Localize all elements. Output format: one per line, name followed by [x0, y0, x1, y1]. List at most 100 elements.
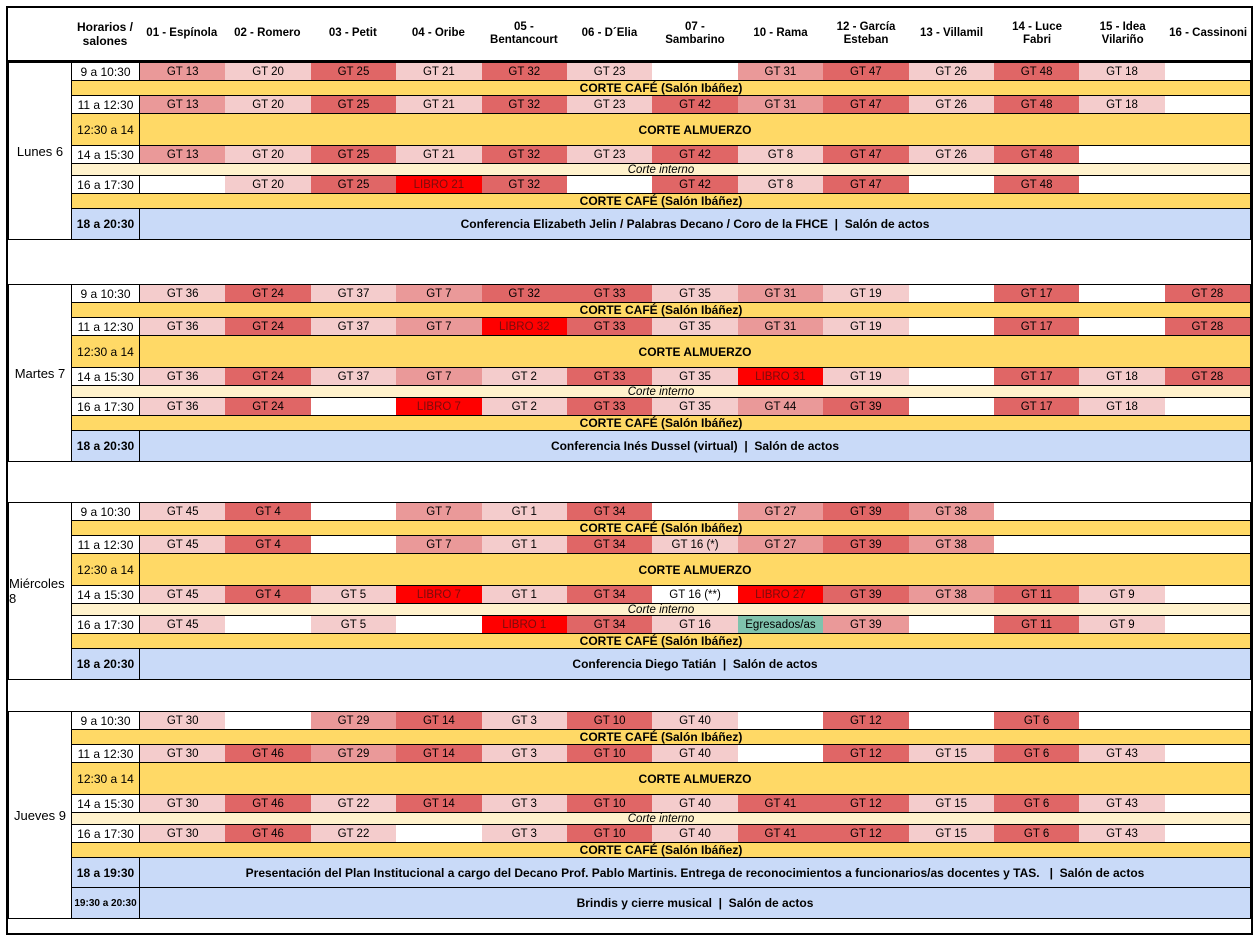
session-cell: GT 12: [823, 825, 909, 842]
session-cell: GT 14: [396, 795, 482, 812]
session-cell: GT 23: [566, 146, 653, 163]
session-cell: GT 37: [310, 285, 397, 302]
session-cell: GT 10: [566, 825, 653, 842]
slot-cells: GT 30 GT 29 GT 14 GT 3 GT 10 GT 40 GT 12 GT 6: [140, 712, 1251, 729]
session-cell: GT 3: [481, 712, 567, 729]
session-cell: GT 21: [396, 63, 482, 80]
session-cell: GT 47: [823, 96, 909, 113]
row-interno: Corte interno: [72, 164, 1250, 176]
slot-cells: GT 20 GT 25 LIBRO 21 GT 32 GT 42 GT 8 GT 47 GT …: [140, 176, 1251, 193]
time-slot-label: 16 a 17:30: [72, 398, 140, 415]
session-cell: GT 8: [737, 146, 824, 163]
time-slot-label: 18 a 20:30: [72, 431, 140, 461]
empty-slot-cell: [1079, 176, 1165, 193]
slot-cells: GT 36 GT 24 GT 37 GT 7 GT 32 GT 33 GT 35 GT 31 G…: [140, 285, 1251, 302]
time-slot-label: 12:30 a 14: [72, 114, 140, 145]
session-cell: GT 5: [310, 586, 397, 603]
session-cell: GT 16 (**): [652, 586, 738, 603]
session-cell: GT 44: [737, 398, 824, 415]
row-slots: 9 a 10:30 GT 13 GT 20 GT 25 GT 21 GT 32 GT 23 G…: [72, 63, 1251, 81]
session-cell: GT 15: [908, 825, 994, 842]
empty-slot-cell: [225, 712, 311, 729]
session-cell: GT 40: [652, 825, 738, 842]
session-cell: GT 29: [310, 712, 397, 729]
session-cell: GT 5: [310, 616, 397, 633]
session-cell: GT 27: [737, 536, 824, 553]
row-almuerzo: 12:30 a 14 CORTE ALMUERZO: [72, 554, 1250, 586]
cafe-break-label: CORTE CAFÉ (Salón Ibáñez): [579, 521, 743, 535]
empty-slot-cell: [310, 503, 397, 520]
session-cell: GT 14: [396, 712, 482, 729]
row-interno: Corte interno: [72, 386, 1250, 398]
empty-slot-cell: [737, 745, 824, 762]
time-slot-label: 9 a 10:30: [72, 285, 140, 302]
session-cell: GT 22: [310, 825, 397, 842]
session-cell: GT 15: [908, 745, 994, 762]
day-rows: 9 a 10:30 GT 30 GT 29 GT 14 GT 3 GT 10 GT 40 GT…: [72, 712, 1251, 918]
session-cell: GT 18: [1079, 368, 1165, 385]
session-cell: GT 31: [737, 285, 824, 302]
session-cell: GT 9: [1079, 616, 1165, 633]
session-cell: GT 28: [1164, 318, 1251, 335]
session-cell: GT 25: [310, 146, 397, 163]
empty-slot-cell: [1079, 285, 1165, 302]
day-rows: 9 a 10:30 GT 36 GT 24 GT 37 GT 7 GT 32 GT 33 GT…: [72, 285, 1251, 461]
session-cell: GT 25: [310, 176, 397, 193]
session-cell: GT 22: [310, 795, 397, 812]
session-cell: GT 39: [823, 616, 909, 633]
slot-cells: GT 30 GT 46 GT 22 GT 3 GT 10 GT 40 GT 41 GT 12 G…: [140, 825, 1251, 842]
session-cell: GT 19: [823, 285, 909, 302]
session-cell: GT 23: [566, 96, 653, 113]
room-header: 01 - Espínola: [146, 27, 218, 40]
session-cell: GT 35: [652, 285, 738, 302]
session-cell: GT 13: [140, 63, 226, 80]
session-cell: GT 39: [823, 398, 909, 415]
session-cell: GT 42: [652, 176, 738, 193]
session-cell: GT 47: [823, 63, 909, 80]
row-interno: Corte interno: [72, 604, 1250, 616]
session-cell: GT 7: [396, 318, 482, 335]
empty-slot-cell: [396, 825, 482, 842]
session-cell: GT 48: [993, 96, 1080, 113]
event-label: Conferencia Elizabeth Jelin / Palabras D…: [460, 217, 930, 231]
slot-cells: GT 30 GT 46 GT 29 GT 14 GT 3 GT 10 GT 40 GT 12 G…: [140, 745, 1251, 762]
time-slot-label: 14 a 15:30: [72, 586, 140, 603]
time-slot-label: 9 a 10:30: [72, 503, 140, 520]
time-slot-label: 11 a 12:30: [72, 318, 140, 335]
session-cell: GT 18: [1079, 96, 1165, 113]
session-cell: GT 30: [140, 745, 226, 762]
session-cell: GT 21: [396, 96, 482, 113]
cafe-break-label: CORTE CAFÉ (Salón Ibáñez): [579, 416, 743, 430]
session-cell: GT 35: [652, 398, 738, 415]
session-cell: GT 12: [823, 712, 909, 729]
lunch-break-label: CORTE ALMUERZO: [638, 771, 752, 786]
session-cell: GT 36: [140, 318, 226, 335]
time-slot-label: 18 a 19:30: [72, 858, 140, 887]
session-cell: GT 8: [737, 176, 824, 193]
row-cafe: CORTE CAFÉ (Salón Ibáñez): [72, 194, 1250, 209]
cafe-break-label: CORTE CAFÉ (Salón Ibáñez): [579, 843, 743, 857]
session-cell: GT 31: [737, 63, 824, 80]
slot-cells: GT 45 GT 4 GT 7 GT 1 GT 34 GT 27 GT 39 GT 38: [140, 503, 1251, 520]
session-cell: GT 41: [737, 825, 824, 842]
row-slots: 9 a 10:30 GT 45 GT 4 GT 7 GT 1 GT 34 GT 27 GT 3…: [72, 503, 1251, 521]
row-slots: 14 a 15:30 GT 30 GT 46 GT 22 GT 14 GT 3 GT 10 G…: [72, 795, 1251, 813]
session-cell: GT 20: [225, 176, 311, 193]
session-cell: GT 24: [225, 398, 311, 415]
row-cafe: CORTE CAFÉ (Salón Ibáñez): [72, 81, 1250, 96]
time-slot-label: 12:30 a 14: [72, 336, 140, 367]
room-header: 15 - Idea Vilariño: [1099, 20, 1146, 46]
internal-break-label: Corte interno: [627, 812, 695, 825]
session-cell: GT 10: [566, 745, 653, 762]
time-slot-label: 16 a 17:30: [72, 616, 140, 633]
row-slots: 14 a 15:30 GT 45 GT 4 GT 5 LIBRO 7 GT 1 GT 34 G…: [72, 586, 1251, 604]
session-cell: GT 45: [140, 616, 226, 633]
session-cell: GT 36: [140, 398, 226, 415]
session-cell: GT 19: [823, 318, 909, 335]
session-cell: LIBRO 1: [481, 616, 567, 633]
cafe-break-label: CORTE CAFÉ (Salón Ibáñez): [579, 634, 743, 648]
session-cell: GT 12: [823, 745, 909, 762]
session-cell: GT 25: [310, 63, 397, 80]
